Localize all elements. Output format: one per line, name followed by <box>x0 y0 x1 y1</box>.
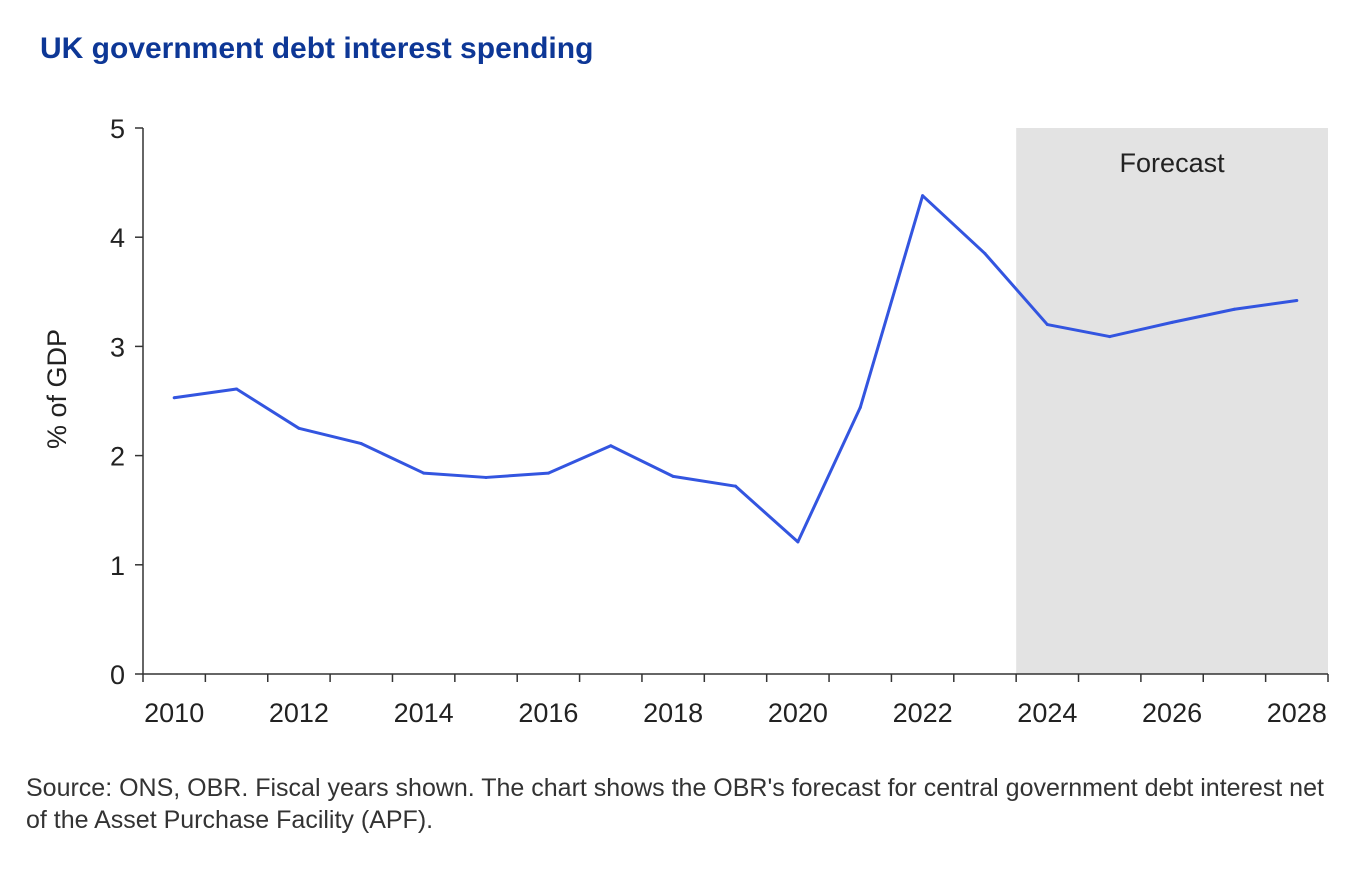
x-tick-label: 2026 <box>1142 698 1202 728</box>
y-tick-label: 0 <box>110 660 125 690</box>
data-point <box>359 442 363 446</box>
data-point <box>921 194 925 198</box>
data-point <box>1170 320 1174 324</box>
data-point <box>671 474 675 478</box>
data-point <box>1108 335 1112 339</box>
y-tick-label: 1 <box>110 551 125 581</box>
data-point <box>734 484 737 488</box>
x-tick-label: 2018 <box>643 698 703 728</box>
forecast-region <box>1016 128 1328 674</box>
y-axis-label: % of GDP <box>42 329 72 449</box>
chart-title: UK government debt interest spending <box>40 32 594 65</box>
data-point <box>858 406 862 410</box>
x-tick-label: 2028 <box>1267 698 1327 728</box>
x-tick-label: 2014 <box>394 698 454 728</box>
data-point <box>983 252 987 256</box>
x-tick-label: 2010 <box>144 698 204 728</box>
data-point <box>546 471 550 475</box>
y-tick-label: 3 <box>110 332 125 362</box>
x-tick-label: 2016 <box>518 698 578 728</box>
forecast-label: Forecast <box>1120 148 1226 178</box>
x-tick-label: 2024 <box>1017 698 1077 728</box>
data-point <box>1295 299 1299 303</box>
data-point <box>422 471 426 475</box>
data-point <box>172 396 176 400</box>
data-point <box>609 444 613 448</box>
x-tick-label: 2012 <box>269 698 329 728</box>
data-point <box>796 540 800 544</box>
data-point <box>297 426 301 430</box>
data-point <box>1232 307 1236 311</box>
y-tick-label: 5 <box>110 114 125 144</box>
x-tick-label: 2020 <box>768 698 828 728</box>
line-chart: Forecast 0 1 2 3 4 5 2010 2012 2014 2016 2018 2020 20… <box>42 114 1329 728</box>
data-point <box>484 475 488 479</box>
y-tick-label: 4 <box>110 223 125 253</box>
y-tick-label: 2 <box>110 442 125 472</box>
data-point <box>1045 323 1049 327</box>
data-point <box>235 387 239 391</box>
x-tick-label: 2022 <box>893 698 953 728</box>
source-note: Source: ONS, OBR. Fiscal years shown. Th… <box>26 774 1324 834</box>
